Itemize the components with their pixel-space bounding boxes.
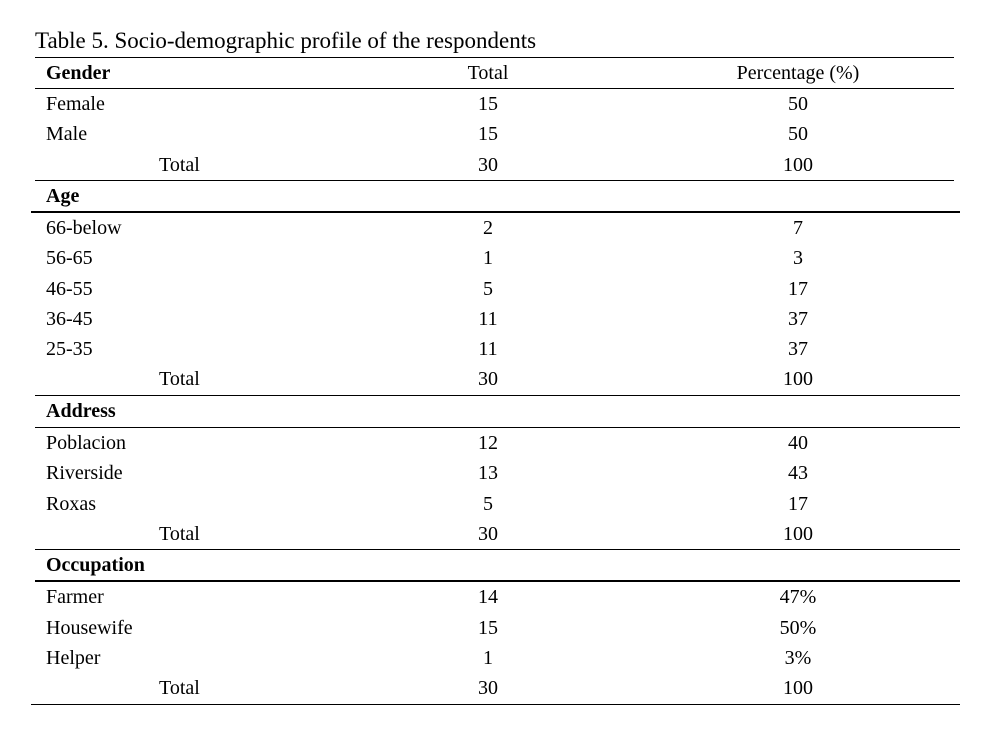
row-label: Farmer <box>46 586 104 608</box>
total-row: Total 30 100 <box>0 150 984 180</box>
row-label: Male <box>46 123 88 145</box>
table-row: 46-55 5 17 <box>0 274 984 304</box>
row-total: 15 <box>478 123 498 145</box>
row-total: 15 <box>478 93 498 115</box>
row-total: 12 <box>478 432 498 454</box>
header-gender: Gender <box>46 62 111 84</box>
table-row: 25-35 11 37 <box>0 334 984 364</box>
row-percentage: 37 <box>788 308 808 330</box>
row-percentage: 7 <box>793 217 803 239</box>
row-total: 5 <box>483 493 493 515</box>
total-label: Total <box>159 368 200 390</box>
rule-address-header <box>35 427 960 428</box>
row-total: 11 <box>478 338 498 360</box>
total-count: 30 <box>478 523 498 545</box>
section-title: Age <box>46 185 80 207</box>
table-row: Poblacion 12 40 <box>0 428 984 458</box>
rule-age-end <box>35 395 960 396</box>
total-count: 30 <box>478 677 498 699</box>
header-total: Total <box>467 62 509 84</box>
row-percentage: 17 <box>788 278 808 300</box>
table-row: 66-below 2 7 <box>0 213 984 243</box>
row-percentage: 50 <box>788 93 808 115</box>
row-total: 13 <box>478 462 498 484</box>
rule-address-end <box>35 549 960 550</box>
total-row: Total 30 100 <box>0 673 984 703</box>
total-row: Total 30 100 <box>0 364 984 394</box>
table-row: Farmer 14 47% <box>0 582 984 612</box>
total-row: Total 30 100 <box>0 519 984 549</box>
section-header-occupation: Occupation <box>0 550 984 580</box>
total-count: 30 <box>478 368 498 390</box>
row-percentage: 40 <box>788 432 808 454</box>
row-percentage: 47% <box>779 586 817 608</box>
total-label: Total <box>159 523 200 545</box>
row-label: Poblacion <box>46 432 126 454</box>
row-total: 1 <box>483 647 493 669</box>
table-row: 36-45 11 37 <box>0 304 984 334</box>
header-row: Gender Total Percentage (%) <box>0 58 984 88</box>
row-total: 11 <box>478 308 498 330</box>
total-label: Total <box>159 154 200 176</box>
row-label: 56-65 <box>46 247 93 269</box>
section-header-age: Age <box>0 181 984 211</box>
row-label: 25-35 <box>46 338 93 360</box>
section-header-address: Address <box>0 396 984 426</box>
section-title: Address <box>46 400 116 422</box>
table-row: Roxas 5 17 <box>0 489 984 519</box>
row-label: Riverside <box>46 462 123 484</box>
total-percentage: 100 <box>783 368 813 390</box>
row-label: 66-below <box>46 217 122 239</box>
row-percentage: 43 <box>788 462 808 484</box>
total-label: Total <box>159 677 200 699</box>
row-total: 5 <box>483 278 493 300</box>
row-percentage: 3% <box>784 647 812 669</box>
table-row: 56-65 1 3 <box>0 243 984 273</box>
total-percentage: 100 <box>783 677 813 699</box>
row-label: Roxas <box>46 493 96 515</box>
table-caption: Table 5. Socio-demographic profile of th… <box>35 28 537 53</box>
section-title: Occupation <box>46 554 145 576</box>
row-percentage: 37 <box>788 338 808 360</box>
table-row: Helper 1 3% <box>0 643 984 673</box>
table-row: Male 15 50 <box>0 119 984 149</box>
row-label: 46-55 <box>46 278 93 300</box>
total-percentage: 100 <box>783 523 813 545</box>
rule-occupation-header <box>35 580 960 582</box>
row-total: 2 <box>483 217 493 239</box>
row-label: 36-45 <box>46 308 93 330</box>
header-percentage: Percentage (%) <box>736 62 860 84</box>
row-label: Housewife <box>46 617 133 639</box>
total-percentage: 100 <box>783 154 813 176</box>
row-label: Helper <box>46 647 101 669</box>
rule-header <box>35 88 954 89</box>
row-percentage: 50 <box>788 123 808 145</box>
rule-top <box>35 57 954 58</box>
row-total: 14 <box>478 586 498 608</box>
rule-bottom <box>31 704 960 705</box>
total-count: 30 <box>478 154 498 176</box>
row-percentage: 17 <box>788 493 808 515</box>
rule-gender-end <box>35 180 954 181</box>
row-total: 1 <box>483 247 493 269</box>
row-percentage: 50% <box>779 617 817 639</box>
rule-age-header <box>31 211 960 213</box>
row-percentage: 3 <box>793 247 803 269</box>
table-row: Female 15 50 <box>0 89 984 119</box>
row-total: 15 <box>478 617 498 639</box>
row-label: Female <box>46 93 105 115</box>
table-row: Housewife 15 50% <box>0 613 984 643</box>
table-row: Riverside 13 43 <box>0 458 984 488</box>
